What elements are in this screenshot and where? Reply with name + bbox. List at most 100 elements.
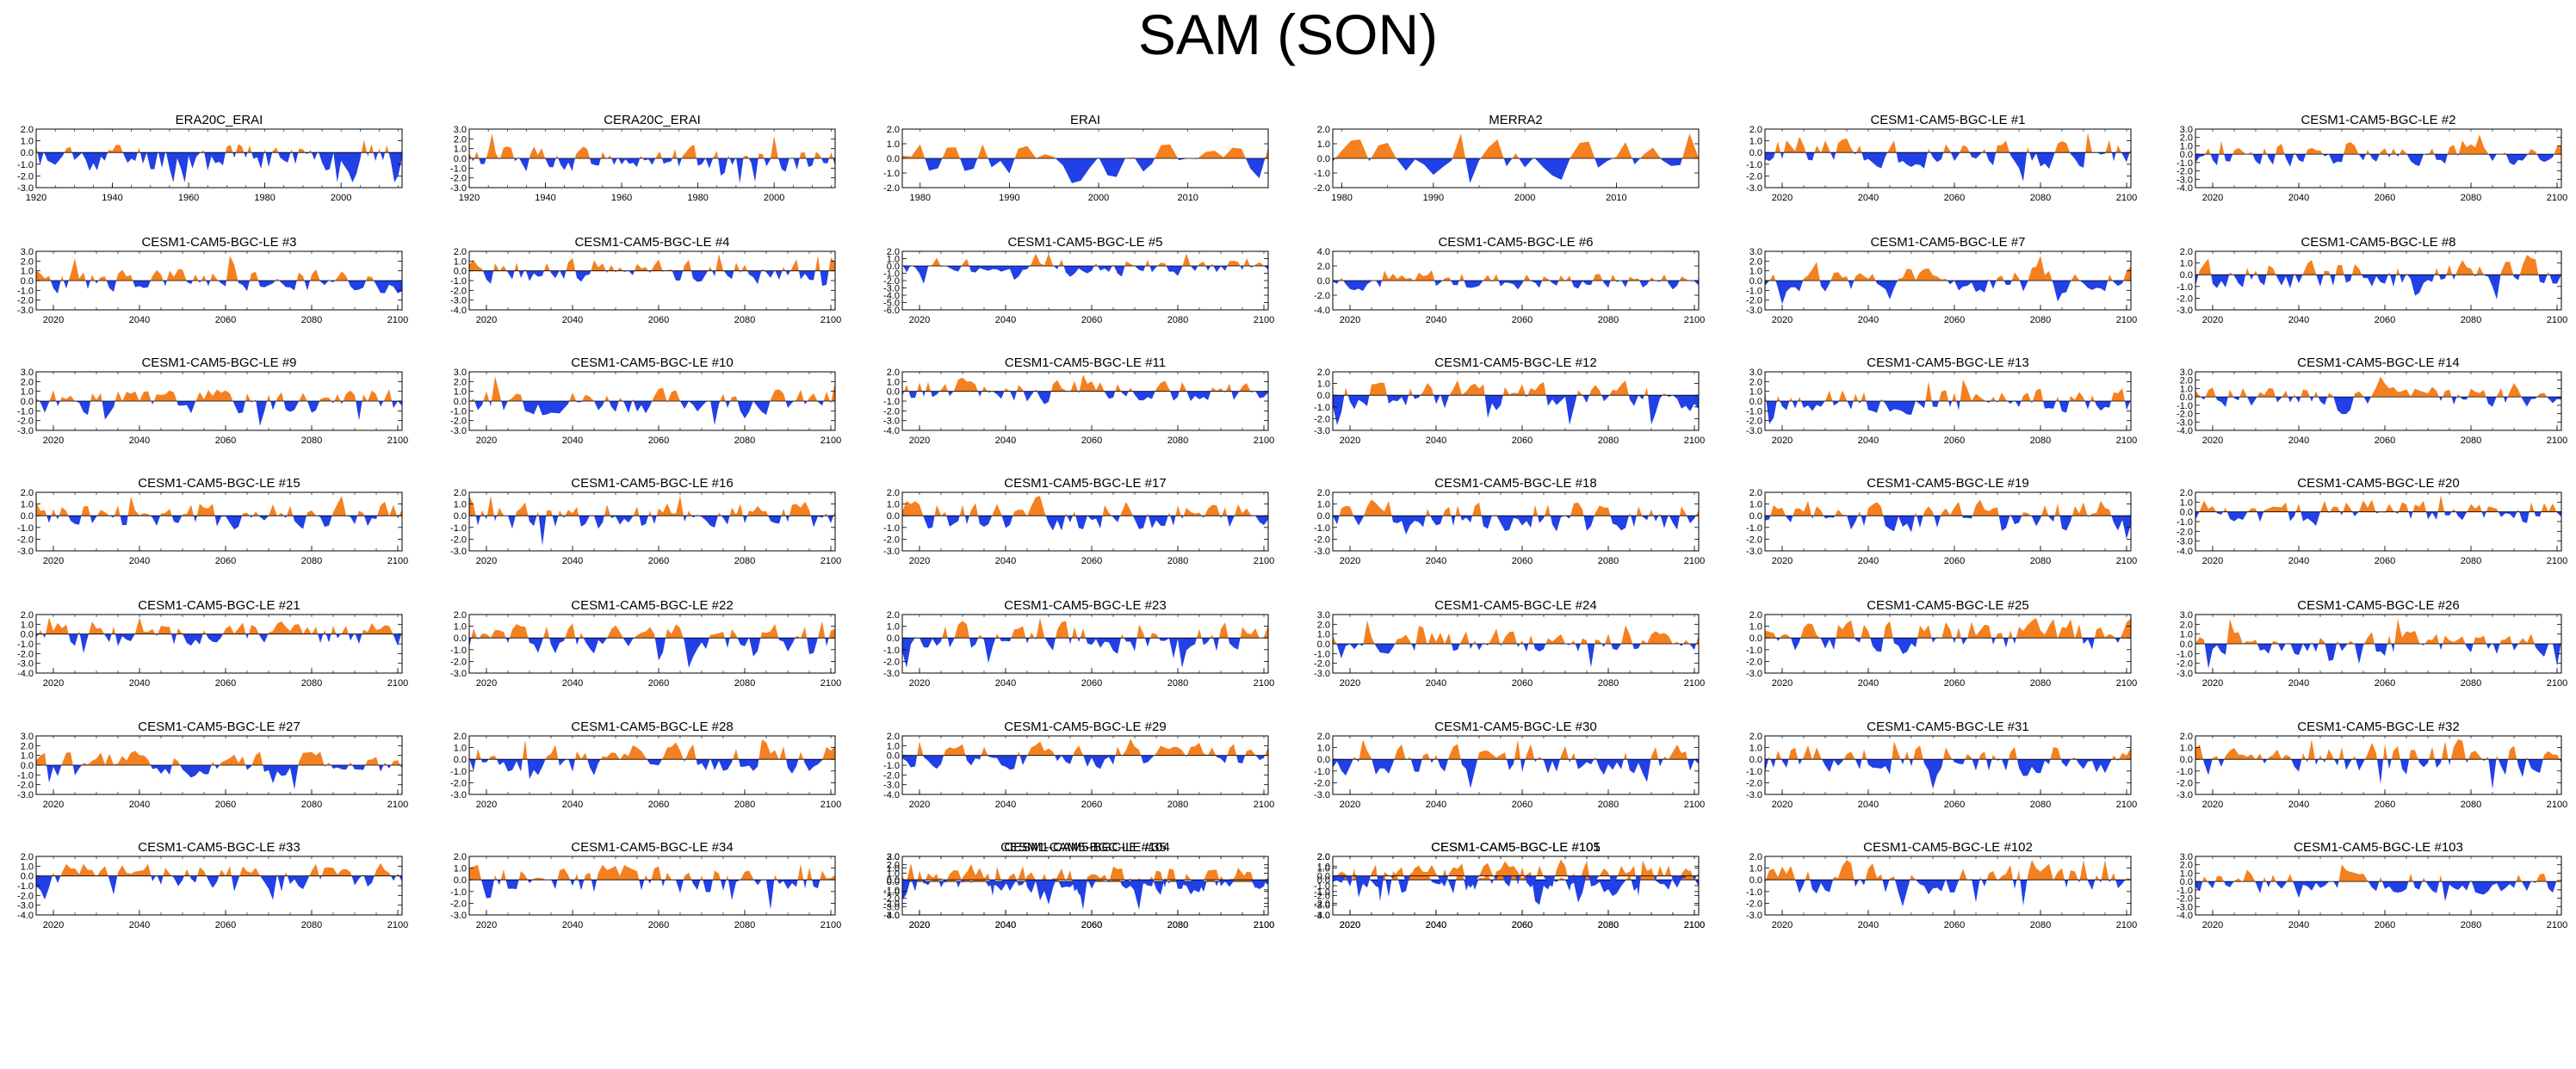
sam-panel: CESM1-CAM5-BGC-LE #23 2.01.00.0 -1.0-2.0 -3…	[883, 598, 1274, 689]
y-tick-label: 0.0	[887, 154, 900, 164]
negative-area	[1333, 395, 1699, 425]
sam-panel: CESM1-CAM5-BGC-LE #32 2.0 1.00.0 -1.0-2.0 -3…	[2177, 720, 2567, 810]
x-tick-label: 2040	[2288, 556, 2309, 566]
x-tick-label: 1980	[1331, 193, 1352, 203]
x-tick-label: 2100	[387, 315, 408, 325]
y-tick-label: -1.0	[1314, 767, 1330, 777]
x-tick-label: 2100	[2547, 678, 2567, 689]
x-tick-label: 2020	[43, 678, 64, 689]
y-tick-label: -2.0	[883, 770, 900, 781]
positive-area	[36, 751, 401, 765]
x-tick-label: 2100	[820, 800, 841, 810]
x-tick-label: 2100	[2547, 436, 2567, 446]
y-tick-label: 1.0	[21, 500, 34, 510]
x-tick-label: 2040	[1426, 315, 1446, 325]
x-tick-label: 2080	[1598, 556, 1619, 566]
positive-area	[1333, 620, 1699, 644]
x-tick-label: 2100	[820, 678, 841, 689]
y-tick-label: 1.0	[454, 387, 467, 398]
x-tick-label: 2080	[301, 315, 322, 325]
y-tick-label: -1.0	[1314, 523, 1330, 534]
x-tick-label: 2100	[820, 436, 841, 446]
y-tick-label: -2.0	[17, 534, 34, 545]
sam-panel: CESM1-CAM5-BGC-LE #29 2.01.00.0-1.0-2.0-3…	[883, 720, 1274, 810]
y-tick-label: -2.0	[450, 657, 467, 667]
negative-area	[1336, 644, 1696, 668]
x-tick-label: 2080	[301, 556, 322, 566]
y-tick-label: 0.0	[2180, 640, 2193, 650]
positive-area	[2205, 134, 2561, 155]
x-tick-label: 2100	[2547, 193, 2567, 203]
y-tick-label: 1.0	[1317, 744, 1330, 754]
y-tick-label: 1.0	[1749, 387, 1762, 398]
panel-title: CESM1-CAM5-BGC-LE #9	[141, 355, 296, 370]
negative-area	[1333, 281, 1699, 292]
positive-area	[1352, 859, 1699, 876]
y-tick-label: -3.0	[1746, 183, 1762, 194]
x-tick-label: 1980	[687, 193, 708, 203]
y-tick-label: 3.0	[21, 247, 34, 257]
positive-area	[902, 253, 1265, 266]
y-tick-label: 1.0	[454, 622, 467, 633]
sam-panel: CESM1-CAM5-BGC-LE #3 3.02.01.00.0-1.0-2.0…	[17, 235, 408, 325]
x-tick-label: 2100	[1254, 800, 1274, 810]
sam-panel: CESM1-CAM5-BGC-LE #1 2.0 1.00.0 -1.0-2.0-3.…	[1746, 113, 2137, 203]
x-tick-label: 2060	[215, 556, 236, 566]
x-tick-label: 2100	[2547, 920, 2567, 930]
plot-frame	[2195, 371, 2562, 431]
y-tick-label: 2.0	[887, 732, 900, 742]
x-tick-label: 1940	[102, 193, 122, 203]
x-tick-label: 2020	[1772, 556, 1793, 566]
y-tick-label: -1.0	[1746, 646, 1762, 656]
y-tick-label: -2.0	[1314, 899, 1330, 909]
y-tick-label: -2.0	[450, 174, 467, 184]
x-tick-label: 2060	[1944, 678, 1965, 689]
positive-area	[1344, 380, 1667, 396]
sam-panel: CESM1-CAM5-BGC-LE #16 2.0 1.00.0-1.0-2.0 -3…	[450, 476, 841, 566]
x-tick-label: 1980	[909, 193, 930, 203]
sam-panel: CESM1-CAM5-BGC-LE #1052.01.00.0-1.0-2.0-…	[1314, 840, 1705, 930]
y-tick-label: 2.0	[1749, 125, 1762, 135]
y-tick-label: 0.0	[1317, 755, 1330, 765]
sam-panel: CESM1-CAM5-BGC-LE #31 2.0 1.00.0 -1.0-2.0 -3…	[1746, 720, 2137, 810]
positive-area	[2198, 255, 2561, 275]
y-tick-label: 2.0	[454, 247, 467, 257]
y-tick-label: -2.0	[883, 406, 900, 417]
x-tick-label: 2060	[215, 436, 236, 446]
x-tick-label: 2080	[1598, 678, 1619, 689]
sam-panel: CESM1-CAM5-BGC-LE #10 3.02.01.00.0-1.0-2.…	[450, 355, 841, 446]
y-tick-label: 0.0	[887, 387, 900, 398]
sam-panel: CESM1-CAM5-BGC-LE #4 2.01.00.0-1.0-2.0-3.…	[450, 235, 841, 325]
x-tick-label: 2080	[1167, 315, 1188, 325]
sam-panel: CESM1-CAM5-BGC-LE #22 2.01.00.0 -1.0-2.0 -3…	[450, 598, 841, 689]
x-tick-label: 2010	[1177, 193, 1198, 203]
y-tick-label: 1.0	[887, 868, 900, 879]
panel-title: CESM1-CAM5-BGC-LE #8	[2300, 235, 2455, 250]
y-tick-label: 1.0	[2180, 141, 2193, 151]
x-tick-label: 2060	[215, 315, 236, 325]
y-tick-label: 2.0	[2180, 488, 2193, 498]
negative-area	[50, 281, 403, 294]
x-tick-label: 2060	[1944, 436, 1965, 446]
x-tick-label: 2100	[2116, 556, 2137, 566]
negative-area	[2203, 759, 2561, 789]
x-tick-label: 2020	[909, 920, 930, 930]
sam-panel: CESM1-CAM5-BGC-LE #19 2.0 1.00.0-1.0-2.0 -3…	[1746, 476, 2137, 566]
x-tick-label: 2080	[1167, 920, 1188, 930]
x-tick-label: 2040	[129, 315, 150, 325]
x-tick-label: 2060	[1512, 315, 1533, 325]
negative-area	[1333, 875, 1697, 903]
y-tick-label: 0.0	[21, 511, 34, 522]
x-tick-label: 2040	[2288, 315, 2309, 325]
panel-title: CESM1-CAM5-BGC-LE #35	[1004, 840, 1166, 855]
x-tick-label: 2040	[995, 678, 1016, 689]
plot-frame	[468, 250, 836, 311]
y-tick-label: -1.0	[1314, 403, 1330, 413]
negative-area	[39, 401, 402, 426]
x-tick-label: 2040	[1426, 920, 1446, 930]
x-tick-label: 1990	[999, 193, 1019, 203]
negative-area	[36, 875, 402, 900]
panel-title: CESM1-CAM5-BGC-LE #32	[2297, 720, 2459, 734]
positive-area	[1765, 618, 2131, 639]
panel-title: CESM1-CAM5-BGC-LE #27	[138, 720, 300, 734]
